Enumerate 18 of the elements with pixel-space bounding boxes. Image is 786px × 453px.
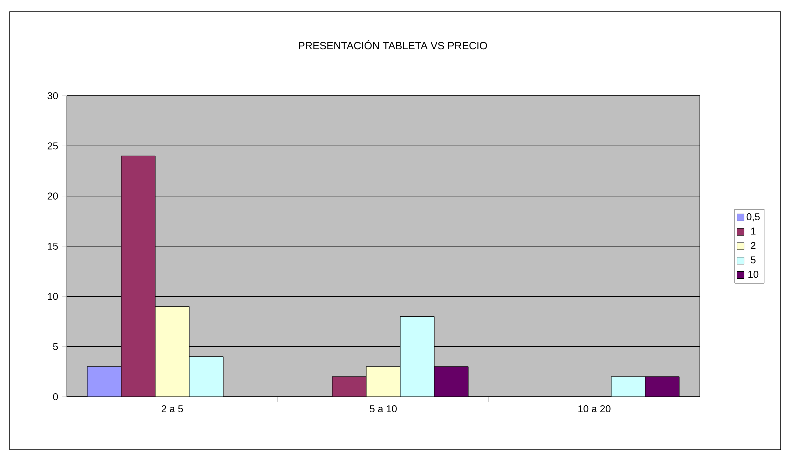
x-tick-label: 2 a 5 [162, 406, 184, 413]
y-tick-label: 20 [48, 192, 58, 200]
bar [332, 376, 367, 397]
y-tick-label: 5 [53, 343, 58, 350]
bar [121, 156, 156, 397]
legend-label: 0,5 [746, 213, 760, 222]
y-tick-label: 10 [48, 293, 58, 300]
y-tick-label: 25 [48, 142, 58, 150]
legend-label: 10 [748, 271, 759, 278]
y-tick-label: 15 [48, 243, 58, 250]
chart-title: PRESENTACIÓN TABLETA VS PRECIO [299, 40, 488, 50]
legend-label: 1 [751, 228, 756, 235]
legend-label: 2 [751, 242, 756, 250]
legend-label: 5 [751, 256, 756, 264]
y-tick-label: 0 [53, 393, 58, 401]
y-tick-label: 30 [48, 92, 58, 100]
x-tick-label: 10 a 20 [578, 406, 611, 413]
x-tick-label: 5 a 10 [370, 406, 397, 413]
